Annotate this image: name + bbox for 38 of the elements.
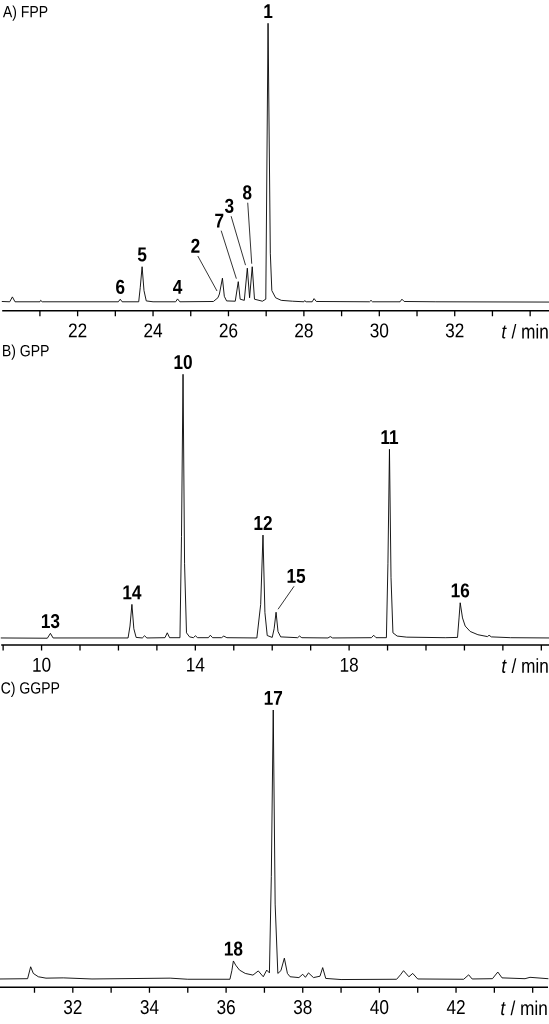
x-axis-title: t / min <box>502 323 548 339</box>
annotation: 4 <box>173 279 183 294</box>
x-tick-label: 42 <box>446 1000 465 1014</box>
x-axis-title: t / min <box>501 1000 547 1016</box>
annotation: 11 <box>381 430 399 445</box>
annotation: 12 <box>254 515 272 530</box>
chart-title: C) GGPP <box>1 681 60 697</box>
annotation: 13 <box>41 613 60 629</box>
annotation: 6 <box>116 279 125 294</box>
annotation: 7 <box>215 213 224 228</box>
x-tick-label: 40 <box>370 1000 389 1015</box>
annotation: 14 <box>123 585 142 600</box>
annotation: 15 <box>287 569 306 584</box>
x-tick-label: 30 <box>370 323 389 338</box>
x-tick-label: 22 <box>68 323 87 338</box>
x-tick-label: 36 <box>217 1000 235 1015</box>
x-tick-label: 14 <box>187 657 205 672</box>
annotation: 16 <box>451 583 470 598</box>
x-tick-label: 38 <box>293 1000 312 1015</box>
annotation: 5 <box>137 247 147 262</box>
annotation: 10 <box>174 354 192 370</box>
annotation: 1 <box>264 4 273 19</box>
annotation: 8 <box>242 185 252 200</box>
x-tick-label: 32 <box>63 1000 82 1015</box>
x-axis-title: t / min <box>502 658 548 673</box>
x-tick-label: 28 <box>295 323 313 338</box>
annotation: 17 <box>264 691 283 705</box>
chart-title: B) GPP <box>3 344 49 360</box>
annotation: 2 <box>191 238 200 253</box>
x-tick-label: 24 <box>144 323 163 338</box>
annotation: 18 <box>224 941 243 956</box>
annotation: 3 <box>224 198 234 213</box>
x-tick-label: 18 <box>340 657 358 672</box>
x-tick-label: 10 <box>33 657 51 672</box>
x-tick-label: 32 <box>445 323 464 338</box>
chart-title: A) FPP <box>2 5 48 21</box>
x-tick-label: 34 <box>140 1000 159 1015</box>
x-tick-label: 26 <box>219 323 238 338</box>
